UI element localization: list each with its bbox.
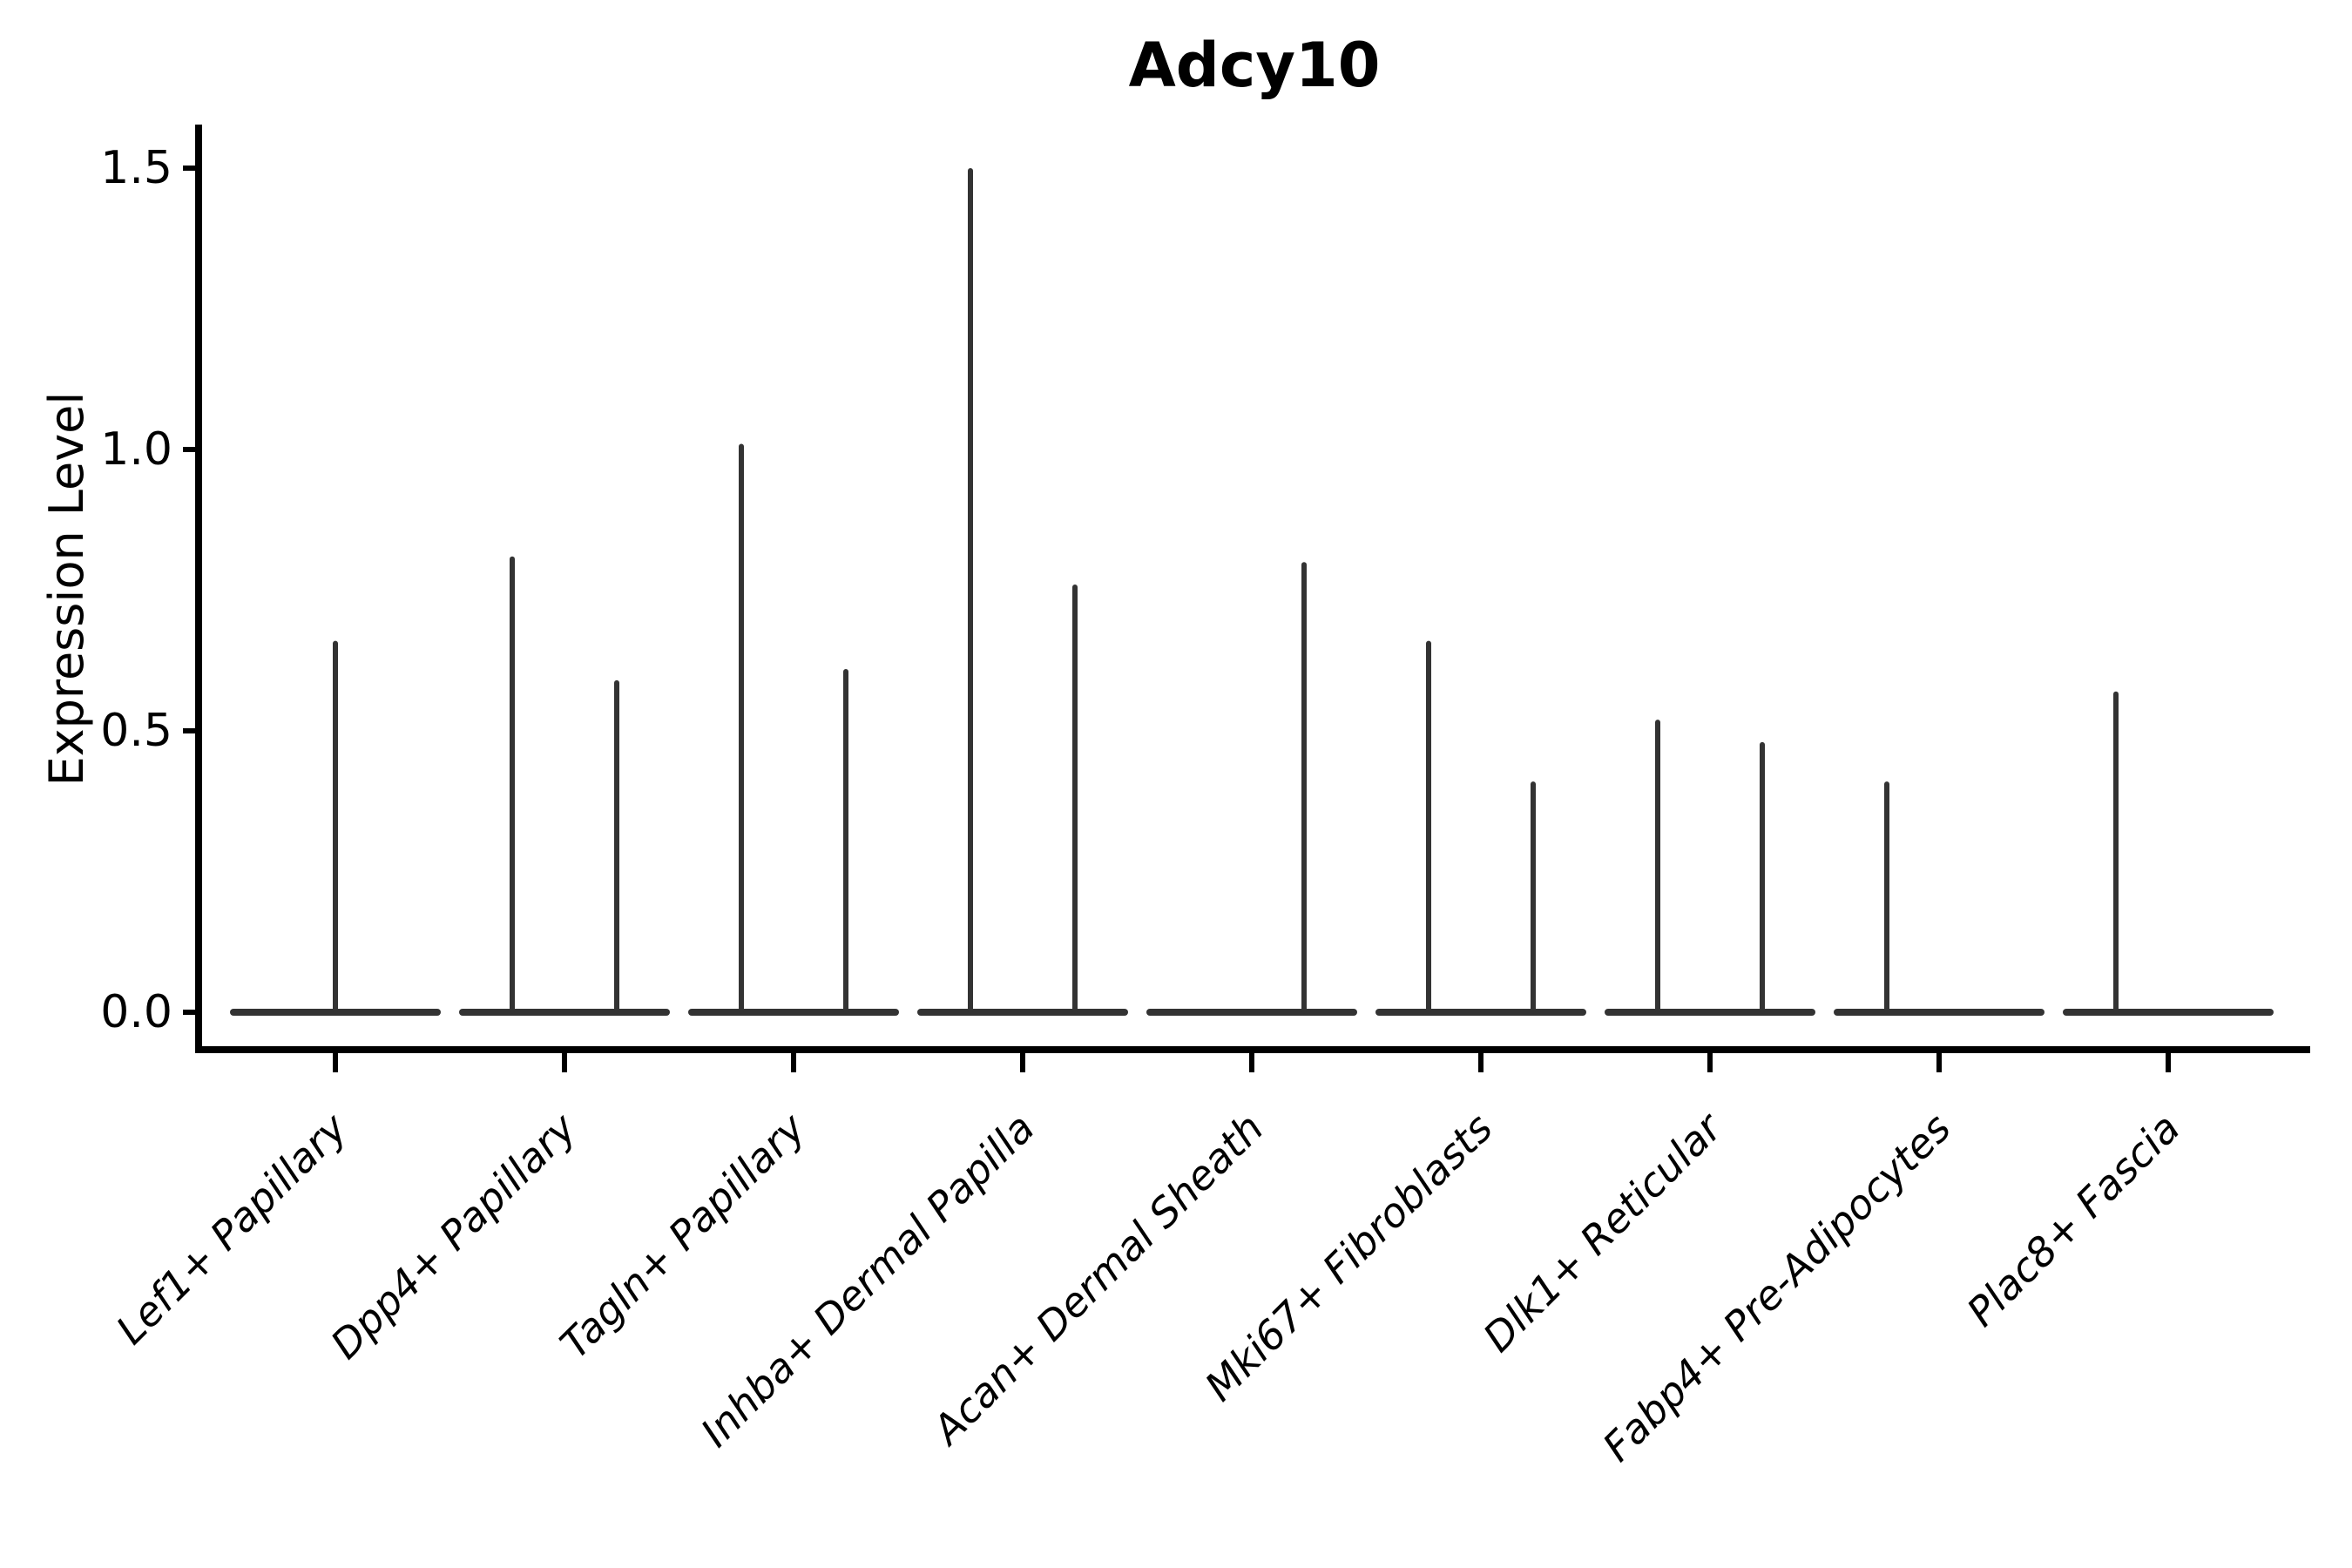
y-tick: [183, 166, 195, 171]
violin-base: [688, 1009, 899, 1016]
violin-spike: [333, 640, 338, 1014]
violin-base: [1834, 1009, 2044, 1016]
x-tick-label: Tagln+ Papillary: [551, 1104, 814, 1368]
x-tick-label: Plac8+ Fascia: [1957, 1105, 2188, 1335]
violin-base: [1375, 1009, 1586, 1016]
violin-spike: [1301, 562, 1307, 1014]
violin-spike: [1531, 781, 1536, 1014]
violin-base: [1605, 1009, 1815, 1016]
x-tick: [1020, 1053, 1025, 1072]
y-tick-label: 0.0: [100, 986, 172, 1038]
x-tick: [2166, 1053, 2171, 1072]
violin-spike: [1072, 585, 1078, 1014]
x-tick: [791, 1053, 796, 1072]
y-tick-label: 1.0: [100, 423, 172, 476]
violin-base: [2063, 1009, 2274, 1016]
y-tick: [183, 728, 195, 733]
y-tick: [183, 447, 195, 452]
violin-spike: [2113, 691, 2119, 1014]
x-tick: [333, 1053, 338, 1072]
y-tick-label: 1.5: [100, 142, 172, 194]
violin-spike: [968, 168, 973, 1014]
x-tick: [1936, 1053, 1942, 1072]
x-tick: [1249, 1053, 1254, 1072]
violin-spike: [739, 443, 744, 1014]
x-tick: [1707, 1053, 1713, 1072]
x-tick-label: Dpp4+ Papillary: [321, 1104, 585, 1368]
violin-spike: [1884, 781, 1889, 1014]
violin-spike: [1760, 741, 1765, 1014]
violin-base: [459, 1009, 670, 1016]
chart-title: Adcy10: [1128, 30, 1381, 101]
violin-base: [1146, 1009, 1357, 1016]
y-axis-spine: [195, 125, 202, 1053]
x-tick-label: Lef1+ Papillary: [107, 1104, 356, 1353]
x-tick-label: Dlk1+ Reticular: [1474, 1102, 1733, 1361]
violin-spike: [614, 679, 619, 1014]
violin-spike: [843, 668, 848, 1014]
violin-spike: [1426, 640, 1431, 1014]
y-tick: [183, 1010, 195, 1015]
x-tick: [1478, 1053, 1484, 1072]
x-axis-spine: [195, 1046, 2310, 1053]
violin-spike: [1655, 720, 1660, 1014]
y-tick-label: 0.5: [100, 705, 172, 757]
violin-base: [917, 1009, 1128, 1016]
x-tick: [562, 1053, 567, 1072]
violin-spike: [510, 556, 515, 1014]
